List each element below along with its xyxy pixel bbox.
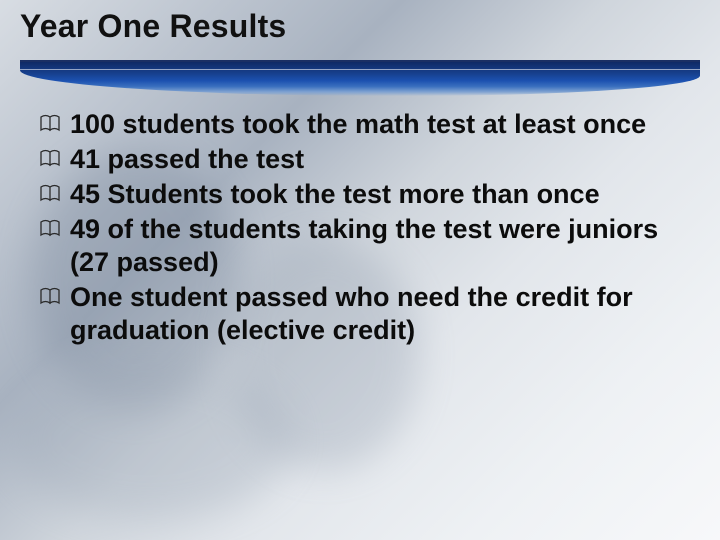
list-item: 49 of the students taking the test were … [40,213,670,279]
list-item: 41 passed the test [40,143,670,176]
open-book-icon [40,113,60,133]
underline-wave [20,62,700,96]
body-area: 100 students took the math test at least… [40,108,670,349]
bullet-text: One student passed who need the credit f… [70,282,633,345]
slide: Year One Results 100 students took the m… [0,0,720,540]
title-area: Year One Results [20,8,700,45]
list-item: 45 Students took the test more than once [40,178,670,211]
list-item: One student passed who need the credit f… [40,281,670,347]
bullet-text: 49 of the students taking the test were … [70,214,658,277]
slide-title: Year One Results [20,8,700,45]
bullet-text: 45 Students took the test more than once [70,179,600,209]
title-underline [20,60,700,100]
open-book-icon [40,286,60,306]
bullet-list: 100 students took the math test at least… [40,108,670,347]
open-book-icon [40,183,60,203]
bg-blur-shape [10,360,290,520]
bullet-text: 100 students took the math test at least… [70,109,646,139]
list-item: 100 students took the math test at least… [40,108,670,141]
bullet-text: 41 passed the test [70,144,304,174]
open-book-icon [40,218,60,238]
open-book-icon [40,148,60,168]
underline-highlight [20,69,700,70]
